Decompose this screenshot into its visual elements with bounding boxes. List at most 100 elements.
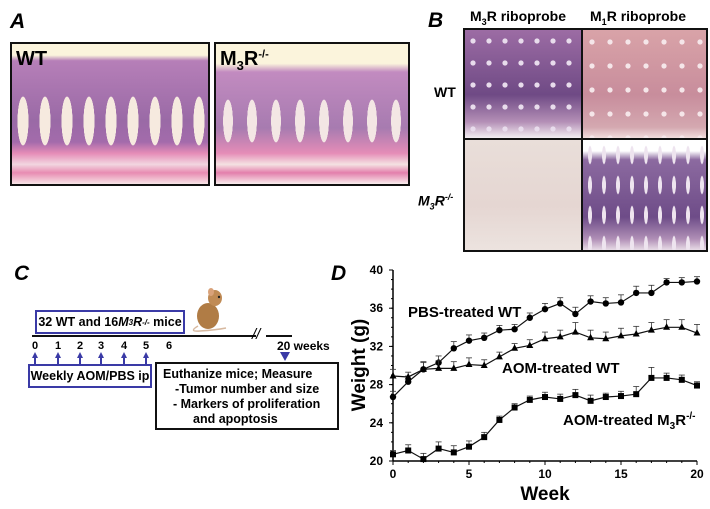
- series-label-pbs-wt: PBS-treated WT: [408, 304, 521, 321]
- data-point: [587, 333, 595, 341]
- endpoint-title: Euthanize mice; Measure: [163, 367, 313, 381]
- data-point: [511, 404, 518, 411]
- data-point: [450, 449, 457, 456]
- data-point: [390, 451, 396, 458]
- data-point: [541, 305, 549, 313]
- data-point: [511, 326, 518, 333]
- histology-image-wt: WT: [10, 42, 210, 186]
- y-tick-label: 28: [370, 378, 384, 392]
- timeline-line: [32, 335, 256, 337]
- panel-d-letter: D: [331, 262, 347, 285]
- data-point: [571, 328, 579, 335]
- endpoint-item: - Markers of proliferation: [173, 397, 321, 411]
- panel-b-letter: B: [428, 9, 444, 32]
- week-tick: 1: [55, 340, 62, 352]
- grid-divider-vertical: [581, 30, 583, 250]
- up-arrow-stem: [34, 357, 36, 364]
- data-point: [526, 314, 533, 321]
- data-point: [617, 299, 625, 306]
- data-point: [663, 374, 670, 381]
- data-point: [663, 279, 670, 286]
- column-header-m3r-riboprobe: M3R riboprobe: [470, 8, 567, 27]
- up-arrow-stem: [145, 357, 147, 364]
- axis-break-icon: //: [252, 326, 261, 343]
- timeline-line-end: [266, 335, 292, 337]
- data-point: [405, 378, 412, 385]
- y-axis-title: Weight (g): [349, 319, 370, 412]
- x-tick-label: 10: [538, 467, 552, 481]
- up-arrow-stem: [79, 357, 81, 364]
- endpoint-item: -Tumor number and size: [175, 382, 320, 396]
- x-tick-label: 0: [390, 467, 397, 481]
- row-label-m3r-ko: M3R-/-: [418, 192, 454, 212]
- data-point: [480, 361, 488, 368]
- data-point: [465, 360, 473, 368]
- data-point: [694, 382, 700, 389]
- down-arrow-icon: [280, 352, 290, 361]
- data-point: [678, 323, 686, 330]
- x-tick-label: 15: [614, 467, 628, 481]
- data-point: [541, 334, 549, 342]
- data-point: [633, 391, 640, 398]
- panel-a-letter: A: [10, 10, 26, 33]
- data-point: [405, 447, 412, 454]
- data-point: [648, 289, 655, 297]
- data-point: [435, 445, 442, 452]
- data-point: [602, 334, 610, 342]
- week-tick: 6: [166, 340, 173, 352]
- image-label-m3r-ko: M3R-/-: [220, 48, 269, 73]
- grid-divider-horizontal: [465, 138, 706, 140]
- weight-chart: 20 24 28 32 36 40 0 5 10 15 20 PBS-treated WT AOM-…: [349, 263, 704, 505]
- data-point: [496, 416, 503, 423]
- up-arrow-icon: [98, 352, 104, 358]
- row-label-wt: WT: [434, 84, 456, 100]
- up-arrow-icon: [121, 352, 127, 358]
- mouse-icon: [192, 288, 227, 332]
- data-point: [647, 326, 655, 333]
- week-tick: 3: [98, 340, 105, 352]
- up-arrow-icon: [32, 352, 38, 358]
- panel-c-letter: C: [14, 262, 30, 285]
- data-point: [617, 331, 625, 339]
- data-point: [526, 396, 533, 403]
- data-point: [602, 300, 609, 307]
- data-point: [389, 372, 397, 379]
- injection-box: Weekly AOM/PBS ip: [28, 364, 152, 388]
- data-point: [633, 289, 640, 297]
- data-point: [526, 341, 534, 348]
- data-point: [419, 365, 427, 372]
- week-tick: 5: [143, 340, 150, 352]
- x-tick-label: 5: [466, 467, 473, 481]
- data-point: [404, 372, 412, 380]
- up-arrow-stem: [123, 357, 125, 364]
- y-tick-label: 32: [370, 339, 384, 353]
- week-tick: 2: [77, 340, 84, 352]
- data-point: [496, 326, 503, 334]
- up-arrow-icon: [143, 352, 149, 358]
- data-point: [678, 279, 685, 286]
- y-tick-label: 40: [370, 263, 384, 277]
- data-point: [481, 334, 488, 342]
- data-point: [632, 329, 640, 337]
- data-point: [556, 332, 564, 340]
- data-point: [389, 393, 397, 401]
- data-point: [466, 443, 472, 450]
- up-arrow-icon: [77, 352, 83, 358]
- data-point: [587, 298, 594, 305]
- data-point: [587, 397, 594, 404]
- y-tick-label: 20: [370, 454, 384, 468]
- week-tick: 0: [32, 340, 39, 352]
- data-point: [693, 329, 701, 336]
- cohort-box: 32 WT and 16 M 3 R -/- mice: [35, 310, 185, 334]
- y-tick-label: 24: [370, 416, 384, 430]
- data-point: [495, 352, 503, 360]
- endpoint-item: and apoptosis: [193, 412, 278, 426]
- data-point: [557, 395, 564, 402]
- ish-image-ko-m1r: [583, 140, 706, 250]
- data-point: [465, 337, 473, 344]
- data-point: [542, 394, 548, 401]
- end-week-label: 20 weeks: [277, 339, 330, 353]
- ish-image-ko-m3r: [465, 140, 581, 250]
- riboprobe-grid: [463, 28, 708, 252]
- data-point: [572, 310, 579, 318]
